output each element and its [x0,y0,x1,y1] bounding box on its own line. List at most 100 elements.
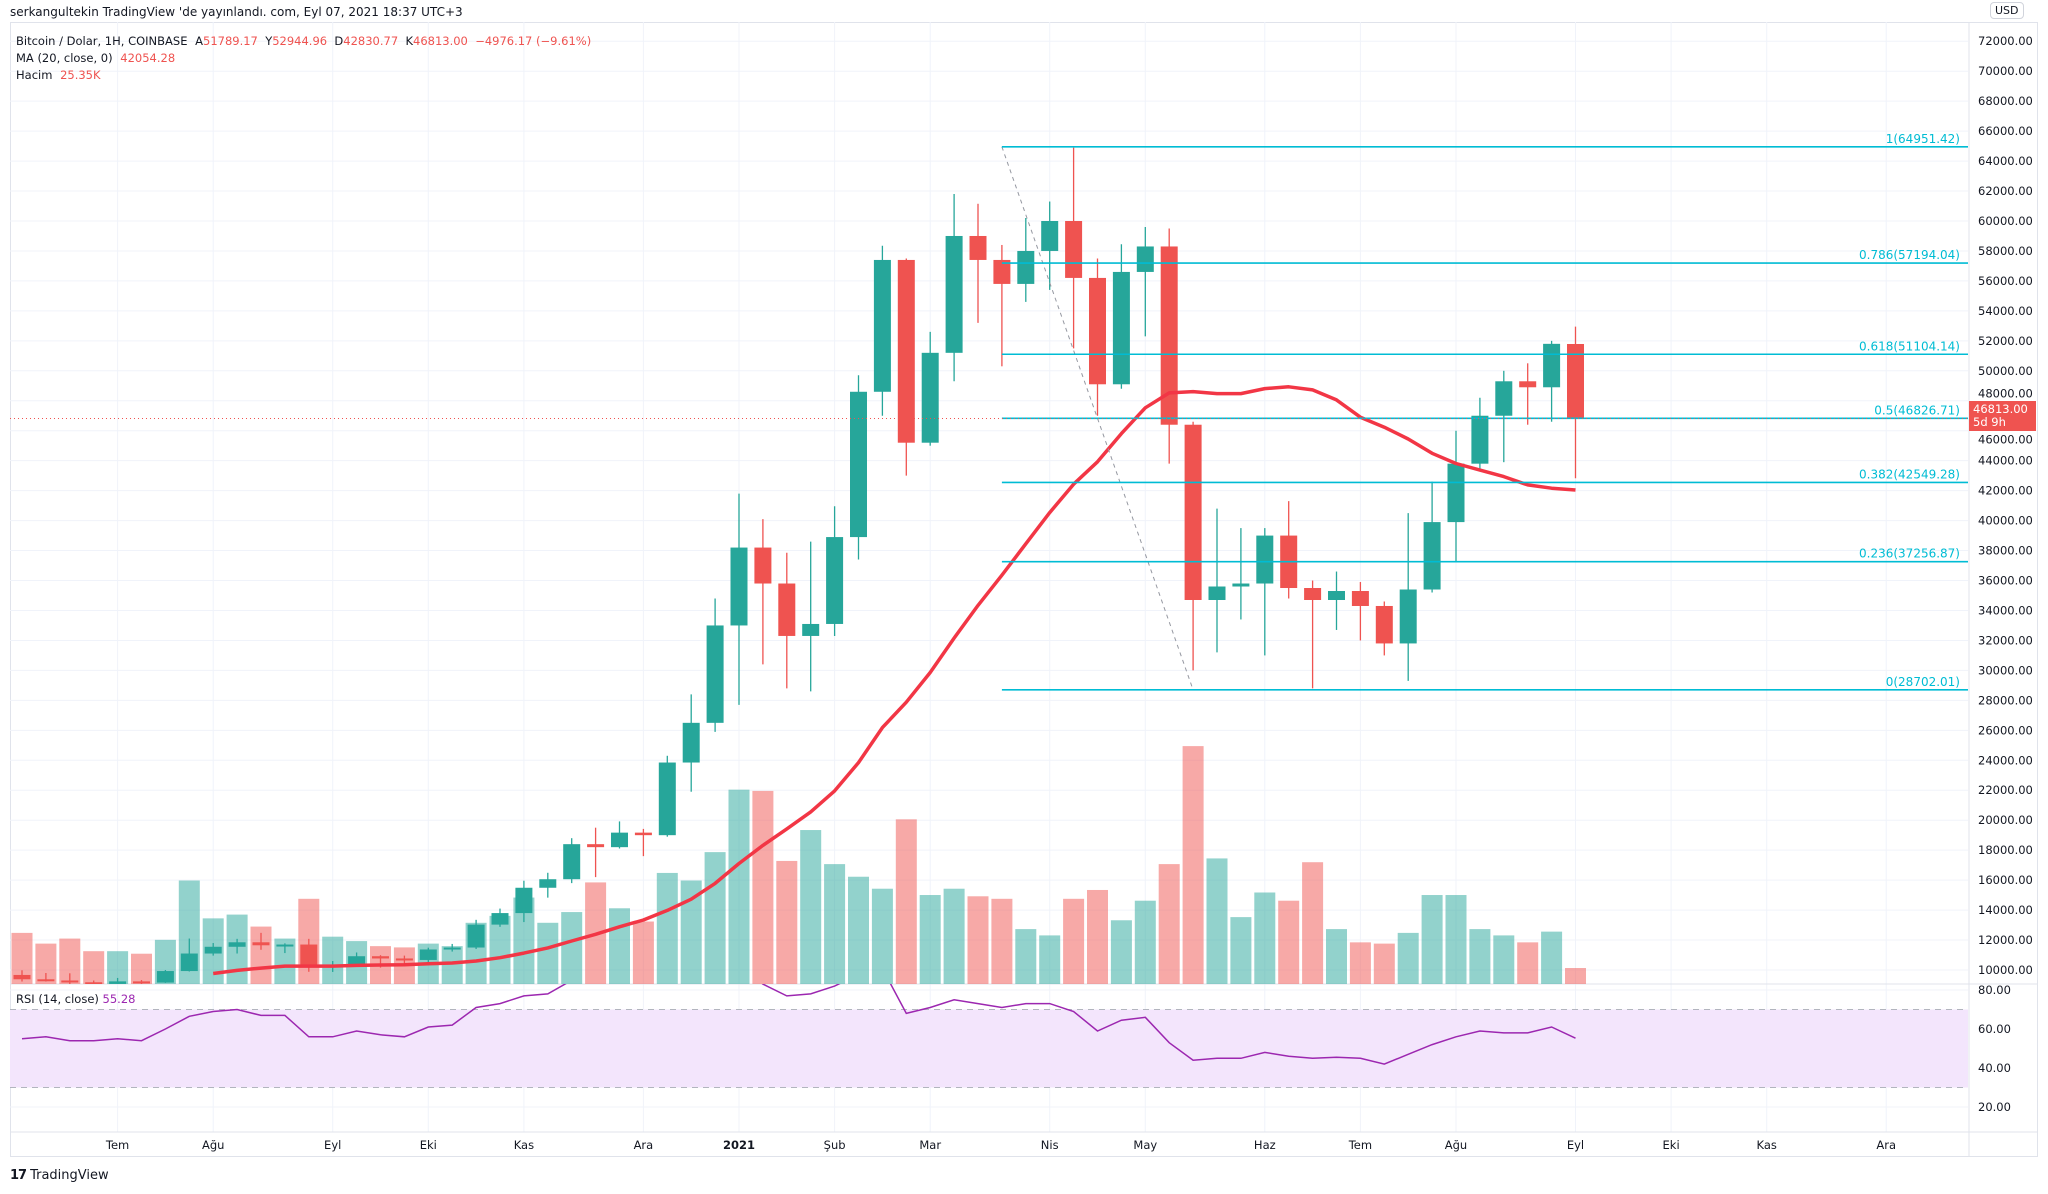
candle [778,552,796,689]
candle [969,203,987,323]
candle-body [539,879,557,888]
time-tick-label: Eyl [324,1138,341,1152]
high-value: 52944.96 [272,34,328,48]
tradingview-logo[interactable]: 17 TradingView [10,1168,109,1183]
candle [1375,601,1393,656]
candle-body [1089,277,1106,385]
candle [634,828,652,857]
candle [802,541,820,692]
candle-body [180,953,198,972]
candle [1280,501,1298,599]
volume-bar [800,830,822,984]
candle [1495,370,1513,463]
candle [204,943,222,956]
candle [1041,201,1059,290]
time-tick-label: Haz [1254,1138,1276,1152]
candle [1399,513,1417,681]
candle-body [419,949,437,960]
candle [1447,430,1465,562]
price-tick-label: 32000.00 [1978,633,2033,647]
price-tick-label: 14000.00 [1978,903,2033,917]
candle-body [826,537,844,624]
candle-body [443,947,461,950]
candle [730,493,748,705]
volume-bar [728,789,750,984]
candle [133,980,150,984]
candle-body [611,832,628,848]
volume-bar [1469,929,1491,984]
price-tick-label: 16000.00 [1978,873,2033,887]
time-tick-label: Eyl [1567,1138,1584,1152]
volume-bar [1182,746,1204,984]
candle-body [897,259,915,443]
fib-level-label: 0.236(37256.87) [1859,547,1960,561]
candle-body [1208,586,1226,600]
low-value: 42830.77 [343,34,399,48]
candle-body [1471,415,1489,464]
volume-bar [609,908,630,984]
candle [1017,218,1035,302]
volume-bar [1278,900,1300,984]
candle-body [1232,583,1250,587]
currency-badge[interactable]: USD [1990,2,2024,19]
volume-bar [776,860,798,984]
candle [1543,340,1561,422]
rsi-band [10,1009,1968,1088]
last-price-label: 46813.00 5d 9h [1969,400,2036,431]
time-tick-label: Eki [420,1138,437,1152]
candle [873,245,891,416]
price-tick-label: 18000.00 [1978,843,2033,857]
candle-body [1375,605,1393,644]
ma-label: MA (20, close, 0) [16,51,113,65]
price-tick-label: 56000.00 [1978,274,2033,288]
symbol-name[interactable]: Bitcoin / Dolar, 1H, COINBASE [16,34,188,48]
chart-frame [10,22,2038,1157]
volume-bar [59,938,81,984]
candle-body [85,982,103,984]
price-tick-label: 54000.00 [1978,304,2033,318]
time-tick-label: Mar [919,1138,941,1152]
volume-bar [1158,864,1180,984]
candle-body [682,722,700,763]
volume-bar [513,897,535,984]
fib-level-label: 0.786(57194.04) [1859,248,1960,262]
rsi-value: 55.28 [102,992,136,1006]
open-value: 51789.17 [203,34,258,48]
price-tick-label: 66000.00 [1978,124,2033,138]
volume-bar [83,951,105,984]
volume-bar [1087,889,1108,984]
volume-bar [1254,892,1276,984]
volume-bar [441,946,463,984]
candle-body [1112,271,1130,385]
volume-bar [322,936,344,984]
price-tick-label: 48000.00 [1978,387,2033,401]
rsi-legend[interactable]: RSI (14, close) 55.28 [16,992,135,1006]
time-tick-label: Nis [1041,1138,1059,1152]
candle [611,821,628,849]
symbol-legend-row: Bitcoin / Dolar, 1H, COINBASE A51789.17 … [16,33,591,50]
candle-body [969,235,987,260]
candle [1423,481,1441,593]
volume-bar [1373,943,1395,984]
candle [1065,147,1083,349]
fib-level-label: 0(28702.01) [1886,675,1960,689]
volume-bar [1517,942,1539,984]
candle [467,919,485,950]
price-tick-label: 40000.00 [1978,514,2033,528]
volume-bar [656,872,678,984]
candle [826,506,844,636]
volume-bar [1349,942,1371,984]
candle-body [300,944,318,967]
candle [443,943,461,952]
time-tick-label: Kas [514,1138,534,1152]
volume-value: 25.35K [60,68,101,82]
candle-body [1184,424,1202,600]
volume-bar [848,876,869,984]
time-tick-label: Kas [1757,1138,1777,1152]
candle-body [873,259,891,392]
ma-legend-row[interactable]: MA (20, close, 0) 42054.28 [16,50,591,67]
candle [37,972,55,982]
volume-legend-row[interactable]: Hacim 25.35K [16,67,591,84]
price-tick-label: 68000.00 [1978,94,2033,108]
